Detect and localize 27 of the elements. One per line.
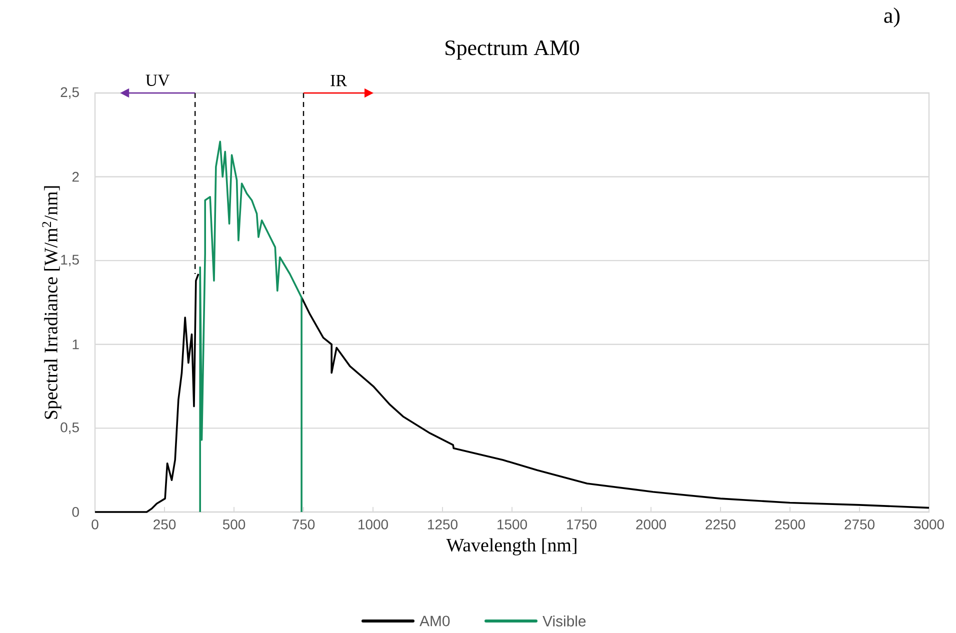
x-axis-title: Wavelength [nm] xyxy=(446,538,576,556)
legend-label: AM0 xyxy=(420,616,450,626)
x-tick-label: 1000 xyxy=(358,519,388,530)
x-tick-label: 750 xyxy=(292,519,315,530)
x-tick-label: 250 xyxy=(154,519,176,530)
legend-label: Visible xyxy=(542,615,586,626)
x-tick-label: 1500 xyxy=(498,519,527,530)
chart-title: Spectrum AM0 xyxy=(446,40,580,60)
y-tick-label: 2 xyxy=(72,172,79,182)
ref-line-label: IR xyxy=(330,74,347,86)
x-tick-label: 2750 xyxy=(844,519,874,530)
x-tick-label: 3000 xyxy=(914,519,944,530)
y-axis-title: Spectral Irradiance [W/m$^{2}$/nm] xyxy=(42,186,62,419)
x-tick-label: 2250 xyxy=(706,519,736,530)
x-tick-label: 2000 xyxy=(636,519,666,530)
y-tick-label: 1 xyxy=(72,340,79,350)
text: a) xyxy=(884,8,900,28)
x-tick-label: 1250 xyxy=(428,519,458,530)
y-tick-label: 0 xyxy=(72,507,79,517)
y-tick-label: 1,5 xyxy=(61,254,79,266)
x-tick-label: 1750 xyxy=(567,519,596,530)
ref-line-label: UV xyxy=(146,74,170,86)
x-tick-label: 0 xyxy=(92,519,98,530)
y-tick-label: 2,5 xyxy=(60,87,79,99)
x-tick-label: 2500 xyxy=(775,519,805,530)
x-tick-label: 500 xyxy=(222,519,246,530)
y-tick-label: 0,5 xyxy=(60,422,79,434)
